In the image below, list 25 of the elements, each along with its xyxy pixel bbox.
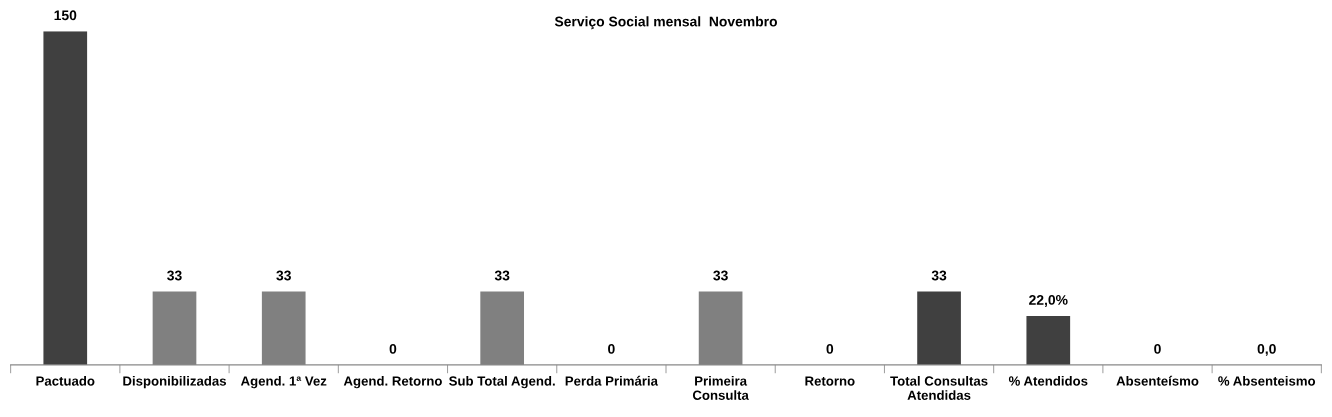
- x-tick-label: % Absenteismo: [1218, 375, 1316, 386]
- x-tick-label: Pactuado: [36, 375, 95, 386]
- chart-title: Serviço Social mensal Novembro: [554, 16, 777, 30]
- data-label: 0: [389, 343, 397, 354]
- data-label: 150: [54, 10, 77, 21]
- data-label: 33: [931, 270, 947, 281]
- data-label: 22,0%: [1029, 295, 1068, 307]
- x-tick-label: Absenteísmo: [1116, 375, 1199, 386]
- x-tick-label: Sub Total Agend.: [449, 375, 555, 389]
- x-tick-label: Total Consultas Atendidas: [890, 375, 988, 400]
- x-tick-label: Primeira Consulta: [692, 375, 749, 400]
- data-label: 0,0: [1257, 343, 1276, 356]
- data-label: 0: [826, 343, 834, 354]
- x-tick-label: Agend. Retorno: [343, 375, 442, 389]
- x-tick-label: Disponibilizadas: [123, 375, 227, 389]
- x-tick-label: Agend. 1ª Vez: [240, 375, 327, 389]
- data-label: 33: [494, 270, 510, 281]
- data-label: 33: [276, 270, 291, 281]
- x-tick-label: % Atendidos: [1008, 375, 1088, 386]
- x-tick-label: Perda Primária: [565, 375, 659, 386]
- data-label: 0: [608, 343, 615, 354]
- x-tick-label: Retorno: [805, 376, 855, 386]
- data-label: 0: [1154, 343, 1161, 354]
- data-label: 33: [713, 270, 728, 281]
- data-label: 33: [167, 270, 182, 281]
